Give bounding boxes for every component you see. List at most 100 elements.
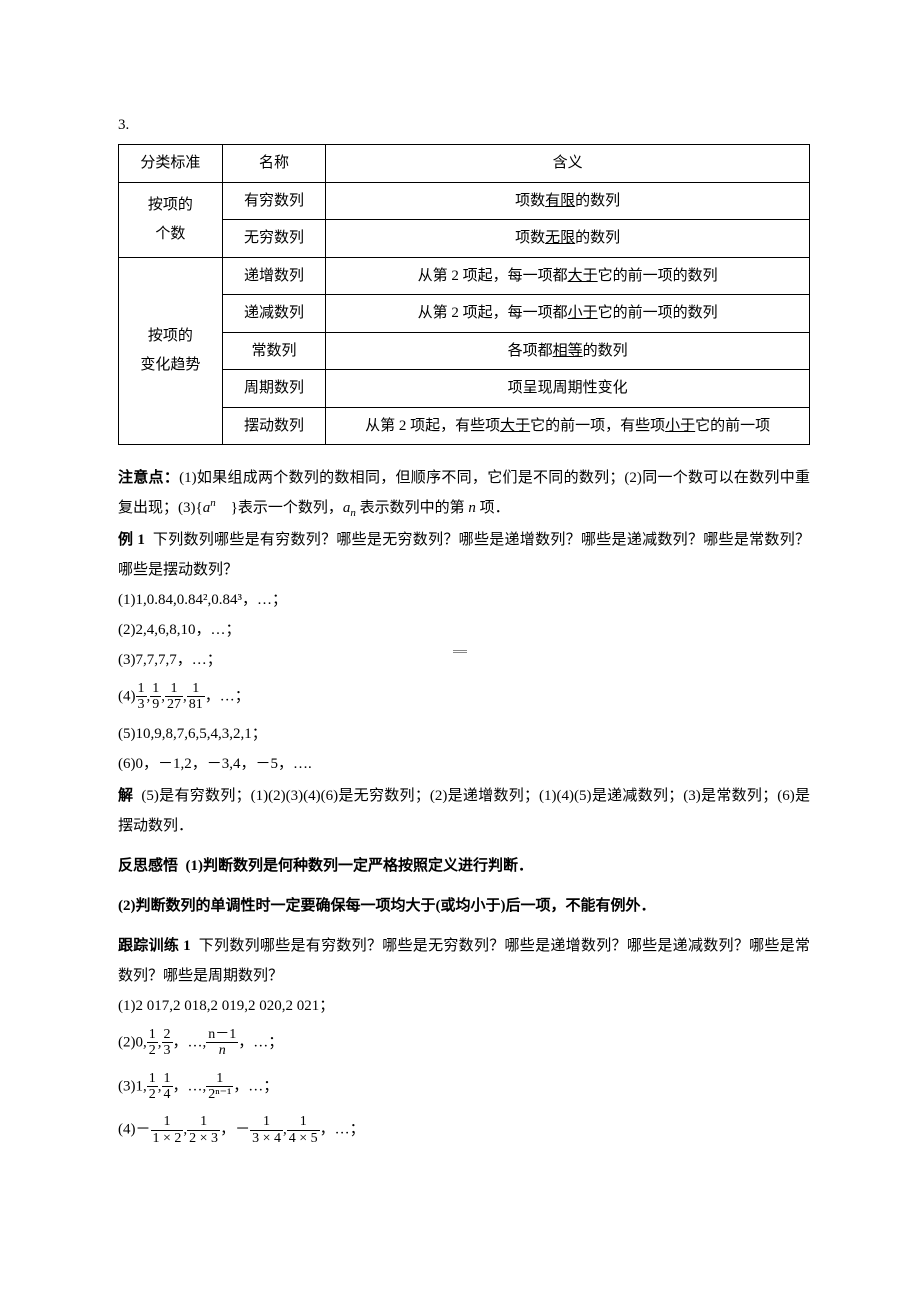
t: (4)	[118, 688, 136, 704]
note-label: 注意点：	[118, 470, 179, 486]
section-number: 3.	[118, 110, 810, 140]
cell-criteria-trend: 按项的 变化趋势	[119, 257, 223, 445]
t: ，…；	[320, 1122, 365, 1138]
t: ，…,	[173, 1078, 207, 1094]
t: 项数	[515, 230, 545, 246]
cell-name: 递减数列	[222, 295, 326, 333]
note-text: }表示一个数列，	[216, 500, 343, 516]
note-text: 表示数列中的第	[356, 500, 469, 516]
t: ，－	[220, 1122, 250, 1138]
cell-meaning: 从第 2 项起，每一项都大于它的前一项的数列	[326, 257, 810, 295]
ex1-item-5: (5)10,9,8,7,6,5,4,3,2,1；	[118, 719, 810, 749]
cell-meaning: 项呈现周期性变化	[326, 370, 810, 408]
t: 从第 2 项起，每一项都	[418, 305, 568, 321]
ex1-item-4: (4)13,19,127,181，…；	[118, 675, 810, 719]
solution: 解 (5)是有穷数列；(1)(2)(3)(4)(6)是无穷数列；(2)是递增数列…	[118, 781, 810, 841]
frac: 13 × 4	[250, 1114, 283, 1146]
cell-name: 有穷数列	[222, 182, 326, 220]
note-text: 项．	[476, 500, 510, 516]
th-name: 名称	[222, 145, 326, 183]
ul: 相等	[553, 343, 583, 359]
frac: 13	[136, 681, 147, 713]
table-row: 周期数列 项呈现周期性变化	[119, 370, 810, 408]
t: ，…；	[238, 1034, 283, 1050]
t: (2)0,	[118, 1034, 147, 1050]
follow-label: 跟踪训练 1	[118, 938, 191, 954]
frac: 19	[150, 681, 161, 713]
ul: 无限	[545, 230, 575, 246]
table-row: 按项的 变化趋势 递增数列 从第 2 项起，每一项都大于它的前一项的数列	[119, 257, 810, 295]
ex1-label: 例 1	[118, 532, 145, 548]
followup: 跟踪训练 1 下列数列哪些是有穷数列？哪些是无穷数列？哪些是递增数列？哪些是递减…	[118, 931, 810, 991]
cell-text: 按项的 变化趋势	[140, 328, 200, 373]
table-row: 按项的 个数 有穷数列 项数有限的数列	[119, 182, 810, 220]
t: (3)1,	[118, 1078, 147, 1094]
cell-meaning: 从第 2 项起，每一项都小于它的前一项的数列	[326, 295, 810, 333]
cell-meaning: 从第 2 项起，有些项大于它的前一项，有些项小于它的前一项	[326, 407, 810, 445]
frac: 181	[187, 681, 205, 713]
example-1: 例 1 下列数列哪些是有穷数列？哪些是无穷数列？哪些是递增数列？哪些是递减数列？…	[118, 525, 810, 585]
t: (4)－	[118, 1122, 151, 1138]
t: 从第 2 项起，每一项都	[418, 268, 568, 284]
th-criteria: 分类标准	[119, 145, 223, 183]
cell-name: 无穷数列	[222, 220, 326, 258]
cell-name: 摆动数列	[222, 407, 326, 445]
cell-meaning: 项数有限的数列	[326, 182, 810, 220]
t: 它的前一项的数列	[598, 268, 718, 284]
th-meaning: 含义	[326, 145, 810, 183]
frac: 12 × 3	[187, 1114, 220, 1146]
classification-table: 分类标准 名称 含义 按项的 个数 有穷数列 项数有限的数列 无穷数列 项数无限…	[118, 144, 810, 445]
frac: 14	[162, 1071, 173, 1103]
sol-label: 解	[118, 788, 133, 804]
frac: 12	[147, 1071, 158, 1103]
n: n	[468, 500, 476, 516]
reflect-2: (2)判断数列的单调性时一定要确保每一项均大于(或均小于)后一项，不能有例外．	[118, 891, 810, 921]
frac: 12ⁿ⁻¹	[206, 1071, 233, 1103]
ex1-item-6: (6)0，－1,2，－3,4，－5，….	[118, 749, 810, 779]
ul: 小于	[568, 305, 598, 321]
t: 它的前一项的数列	[598, 305, 718, 321]
frac: 11 × 2	[151, 1114, 184, 1146]
cell-name: 周期数列	[222, 370, 326, 408]
reflection: 反思感悟 (1)判断数列是何种数列一定严格按照定义进行判断．	[118, 851, 810, 881]
table-row: 常数列 各项都相等的数列	[119, 332, 810, 370]
t: 各项都	[508, 343, 553, 359]
follow-item-1: (1)2 017,2 018,2 019,2 020,2 021；	[118, 991, 810, 1021]
table-header-row: 分类标准 名称 含义	[119, 145, 810, 183]
cell-meaning: 项数无限的数列	[326, 220, 810, 258]
ex1-item-1: (1)1,0.84,0.84²,0.84³，…；	[118, 585, 810, 615]
follow-item-4: (4)－11 × 2,12 × 3，－13 × 4,14 × 5，…；	[118, 1108, 810, 1152]
table-row: 无穷数列 项数无限的数列	[119, 220, 810, 258]
an: an	[203, 500, 216, 516]
ul: 大于	[500, 418, 530, 434]
frac: 127	[165, 681, 183, 713]
note-paragraph: 注意点：(1)如果组成两个数列的数相同，但顺序不同，它们是不同的数列；(2)同一…	[118, 463, 810, 523]
cell-name: 常数列	[222, 332, 326, 370]
ul: 大于	[568, 268, 598, 284]
ul: 小于	[665, 418, 695, 434]
an2: an	[343, 500, 356, 516]
frac: 23	[162, 1027, 173, 1059]
follow-question: 下列数列哪些是有穷数列？哪些是无穷数列？哪些是递增数列？哪些是递减数列？哪些是常…	[118, 938, 810, 984]
cell-name: 递增数列	[222, 257, 326, 295]
t: ，…；	[205, 688, 250, 704]
frac: 14 × 5	[287, 1114, 320, 1146]
ul: 有限	[545, 193, 575, 209]
t: 它的前一项，有些项	[530, 418, 665, 434]
t: 的数列	[575, 230, 620, 246]
cell-meaning: 各项都相等的数列	[326, 332, 810, 370]
reflect-1: (1)判断数列是何种数列一定严格按照定义进行判断．	[186, 858, 534, 874]
t: 从第 2 项起，有些项	[365, 418, 500, 434]
t: ，…,	[173, 1034, 207, 1050]
frac: n－1n	[206, 1027, 238, 1059]
t: 它的前一项	[695, 418, 770, 434]
sol-text: (5)是有穷数列；(1)(2)(3)(4)(6)是无穷数列；(2)是递增数列；(…	[118, 788, 810, 834]
follow-item-2: (2)0,12,23，…,n－1n，…；	[118, 1021, 810, 1065]
ex1-question: 下列数列哪些是有穷数列？哪些是无穷数列？哪些是递增数列？哪些是递减数列？哪些是常…	[118, 532, 810, 578]
cell-criteria-count: 按项的 个数	[119, 182, 223, 257]
page: 3. 分类标准 名称 含义 按项的 个数 有穷数列 项数有限的数列 无穷数列 项…	[0, 0, 920, 1302]
frac: 12	[147, 1027, 158, 1059]
t: 的数列	[583, 343, 628, 359]
cell-text: 按项的 个数	[148, 197, 193, 242]
ex1-item-2: (2)2,4,6,8,10，…；	[118, 615, 810, 645]
